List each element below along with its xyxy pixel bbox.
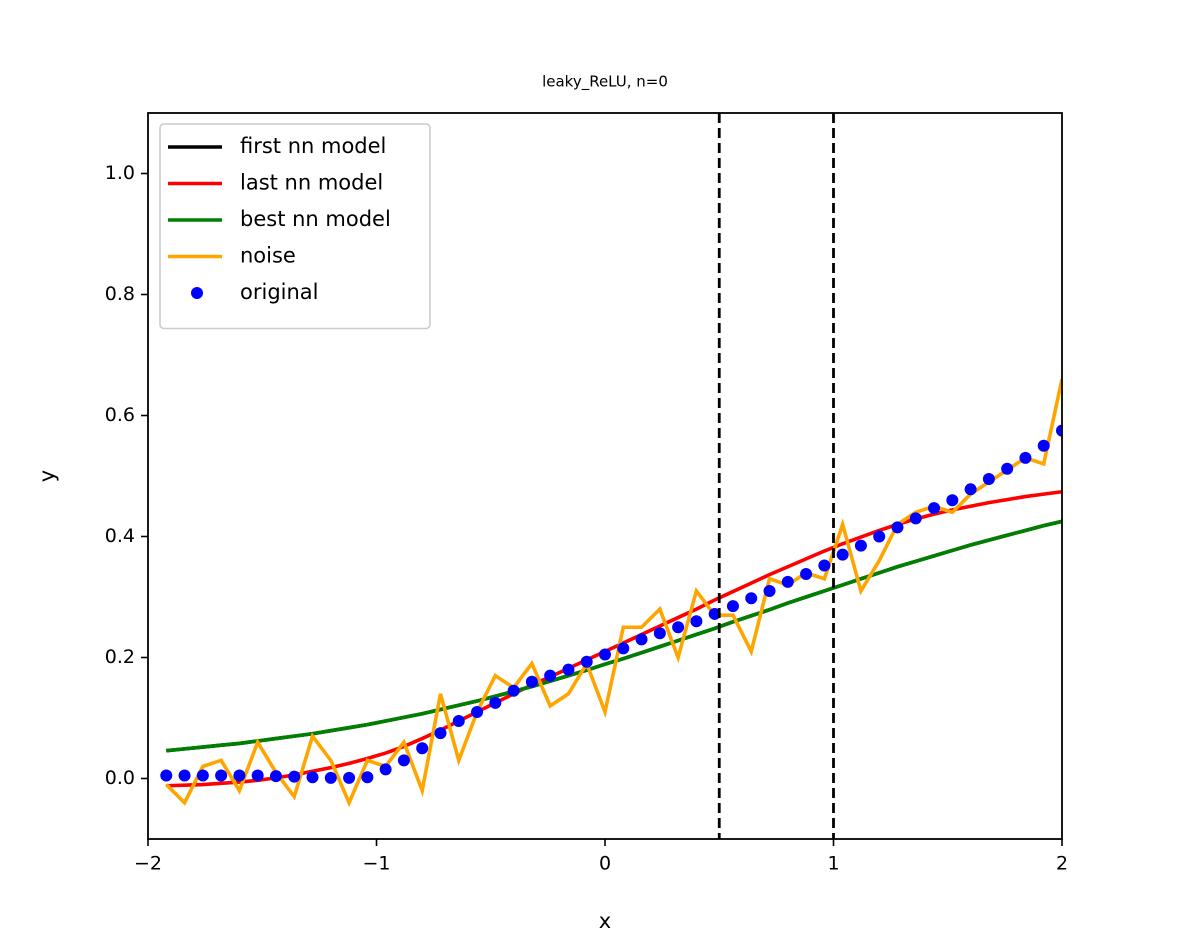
data-point (361, 771, 374, 784)
legend-marker (191, 287, 203, 299)
data-point (964, 483, 977, 496)
data-point (306, 771, 319, 784)
data-point (379, 763, 392, 776)
data-point (818, 559, 831, 572)
data-point (745, 592, 758, 605)
plot-area (160, 378, 1062, 808)
data-point (196, 769, 209, 782)
data-point (507, 684, 520, 697)
data-point (891, 521, 904, 534)
data-point (726, 600, 739, 613)
legend-label: noise (240, 244, 296, 268)
data-point (434, 727, 447, 740)
data-point (909, 512, 922, 525)
legend-label: first nn model (240, 134, 386, 158)
data-point (178, 769, 191, 782)
data-point (1056, 424, 1062, 437)
data-point (781, 575, 794, 588)
data-point (525, 675, 538, 688)
series-line (165, 378, 1062, 808)
x-tick-label: 0 (599, 853, 611, 875)
y-tick-label: 0.0 (105, 767, 135, 789)
data-point (599, 648, 611, 661)
chart-title: leaky_ReLU, n=0 (542, 73, 668, 92)
data-point (928, 502, 941, 515)
data-point (763, 584, 776, 597)
data-point (580, 655, 593, 668)
x-axis-label: x (599, 909, 611, 933)
data-point (452, 715, 465, 728)
data-point (160, 769, 173, 782)
axes-frame (147, 112, 1063, 840)
series-line (166, 489, 1062, 788)
data-point (233, 769, 246, 782)
y-tick-label: 0.2 (105, 646, 135, 668)
data-point (982, 473, 995, 486)
data-point (635, 633, 648, 646)
data-point (873, 530, 886, 543)
y-axis-label: y (35, 470, 59, 482)
data-point (397, 754, 410, 767)
data-point (416, 742, 429, 755)
data-point (215, 769, 228, 782)
data-point (324, 771, 337, 784)
data-point (1001, 462, 1014, 475)
y-tick-label: 1.0 (105, 162, 135, 184)
data-point (489, 696, 502, 709)
data-point (1037, 439, 1050, 452)
y-tick-label: 0.4 (105, 525, 135, 547)
x-tick-label: 2 (1056, 853, 1068, 875)
data-point (946, 494, 959, 507)
series-line (166, 519, 1062, 753)
data-point (800, 568, 813, 581)
x-tick-label: 1 (827, 853, 839, 875)
data-point (690, 615, 703, 628)
data-point (288, 770, 301, 783)
data-point (251, 769, 264, 782)
data-point (672, 621, 685, 634)
data-point (343, 771, 356, 784)
legend-label: original (240, 280, 319, 304)
legend-box (159, 123, 431, 330)
data-point (562, 663, 575, 676)
data-point (544, 669, 557, 682)
y-tick-label: 0.6 (105, 404, 135, 426)
data-point (836, 548, 849, 561)
legend-label: last nn model (240, 171, 383, 195)
data-point (854, 539, 867, 552)
data-point (653, 627, 666, 640)
x-tick-label: −1 (362, 853, 390, 875)
data-point (708, 607, 721, 620)
data-point (471, 705, 484, 718)
data-point (1019, 451, 1032, 464)
series-line (166, 519, 1062, 753)
y-tick-label: 0.8 (105, 283, 135, 305)
data-point (269, 770, 282, 783)
data-point (617, 642, 630, 655)
legend-label: best nn model (240, 207, 391, 231)
x-tick-label: −2 (134, 853, 162, 875)
